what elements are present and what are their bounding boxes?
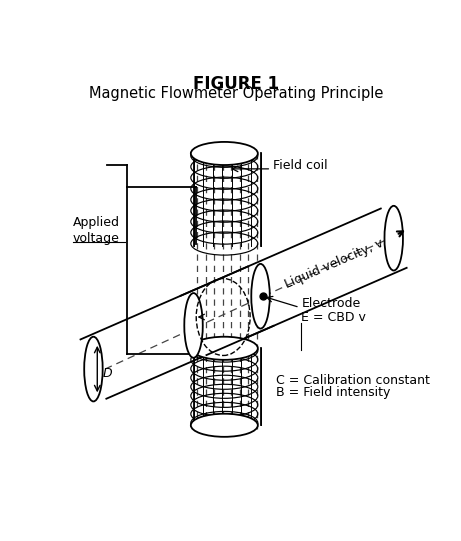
Text: Electrode: Electrode — [301, 297, 361, 310]
Text: Liquid velocity, v: Liquid velocity, v — [283, 236, 386, 291]
Text: Magnetic Flowmeter Operating Principle: Magnetic Flowmeter Operating Principle — [89, 87, 383, 102]
Ellipse shape — [191, 142, 258, 165]
Text: E = CBD v: E = CBD v — [301, 311, 366, 324]
Ellipse shape — [84, 337, 103, 401]
Ellipse shape — [191, 337, 258, 360]
Ellipse shape — [384, 206, 403, 270]
Ellipse shape — [184, 293, 203, 358]
Text: D: D — [103, 367, 112, 380]
Text: B = Field intensity: B = Field intensity — [276, 386, 390, 399]
Ellipse shape — [191, 414, 258, 437]
Text: Applied
voltage: Applied voltage — [73, 216, 120, 245]
Text: Field coil: Field coil — [273, 159, 327, 171]
Text: FIGURE 1: FIGURE 1 — [193, 75, 279, 93]
Ellipse shape — [251, 264, 270, 328]
Text: C = Calibration constant: C = Calibration constant — [276, 374, 430, 387]
